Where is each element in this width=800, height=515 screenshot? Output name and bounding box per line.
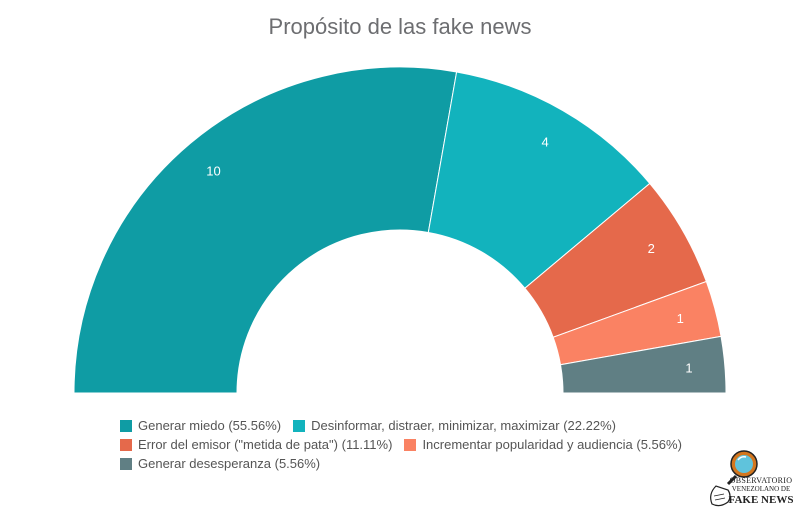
legend-label: Generar desesperanza — [138, 456, 271, 471]
legend-label: Incrementar popularidad y audiencia — [422, 437, 633, 452]
slice-4[interactable] — [559, 335, 727, 394]
logo-line-3: FAKE NEWS — [728, 494, 794, 506]
slice-value-label-0: 10 — [206, 164, 220, 179]
legend-percent: (11.11%) — [341, 437, 393, 452]
slice-value-label-1: 4 — [541, 135, 548, 150]
logo-line-2: VENEZOLANO DE — [731, 485, 791, 493]
legend-label: Error del emisor ("metida de pata") — [138, 437, 338, 452]
legend-label: Generar miedo — [138, 418, 225, 433]
legend-row: Error del emisor ("metida de pata") (11.… — [120, 435, 720, 454]
observatorio-logo: OBSERVATORIO VENEZOLANO DE FAKE NEWS — [722, 476, 800, 506]
legend-item-generar-miedo[interactable]: Generar miedo (55.56%) — [120, 418, 281, 433]
chart-title: Propósito de las fake news — [268, 14, 532, 39]
legend-label: Desinformar, distraer, minimizar, maximi… — [311, 418, 560, 433]
legend-percent: (5.56%) — [636, 437, 682, 452]
legend-swatch — [404, 438, 417, 451]
legend-swatch — [120, 419, 132, 432]
legend-swatch — [293, 419, 306, 432]
legend-row: Generar desesperanza (5.56%) — [120, 454, 720, 473]
legend-swatch — [120, 438, 132, 451]
slice-0[interactable] — [73, 66, 458, 394]
slice-value-label-2: 2 — [648, 241, 655, 256]
legend-percent: (55.56%) — [228, 418, 282, 433]
legend-item-generar-desesperanza[interactable]: Generar desesperanza (5.56%) — [120, 456, 320, 471]
slice-1[interactable] — [427, 71, 651, 289]
chart-legend: Generar miedo (55.56%) Desinformar, dist… — [120, 416, 720, 473]
legend-percent: (22.22%) — [563, 418, 616, 433]
magnifier-logo-icon — [710, 450, 758, 507]
legend-swatch — [120, 457, 132, 470]
slice-value-label-3: 1 — [677, 311, 684, 326]
logo-line-1: OBSERVATORIO — [729, 476, 793, 485]
legend-item-incrementar-popularidad[interactable]: Incrementar popularidad y audiencia (5.5… — [404, 437, 682, 452]
legend-item-desinformar[interactable]: Desinformar, distraer, minimizar, maximi… — [293, 418, 616, 433]
legend-item-error-emisor[interactable]: Error del emisor ("metida de pata") (11.… — [120, 437, 392, 452]
legend-percent: (5.56%) — [274, 456, 321, 471]
legend-row: Generar miedo (55.56%) Desinformar, dist… — [120, 416, 720, 435]
slice-value-label-4: 1 — [685, 361, 692, 376]
